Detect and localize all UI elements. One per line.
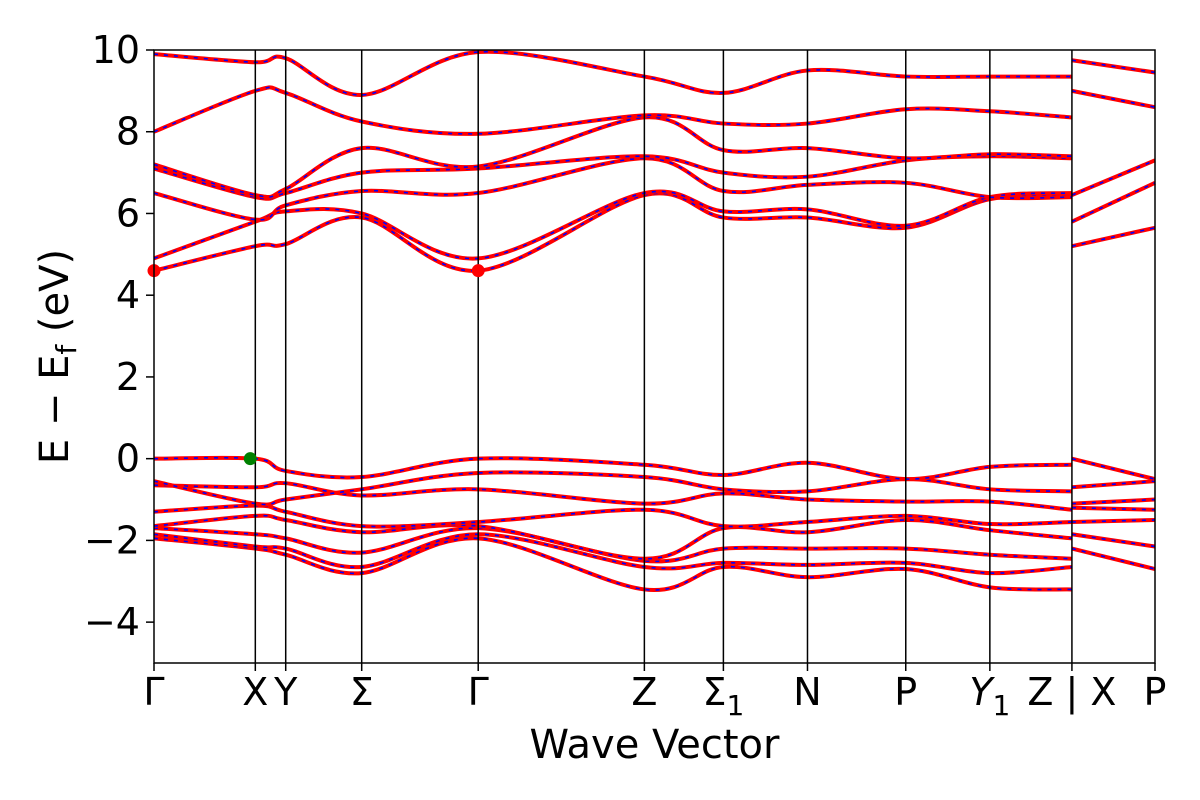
extrema-markers [147,264,485,466]
band-line-s0-3 [153,513,1073,561]
x-tick-label-3: Σ [350,670,374,714]
y-axis-label-main: E − E [32,355,78,465]
x-axis-label: Wave Vector [530,722,781,768]
y-tick-label-1: −2 [84,518,140,562]
x-tick-label-10: Z | X [1027,670,1116,715]
x-tick-label-11: P [1144,670,1167,714]
band-overlay-s0-5 [153,482,1072,511]
band-overlay-s1-11 [1071,59,1156,74]
x-tick-label-4: Γ [468,670,489,714]
band-overlay-s1-0 [1071,547,1156,570]
y-axis-ticks: −4 −2 0 2 4 6 8 10 [84,28,154,644]
y-tick-label-7: 10 [92,28,140,72]
band-overlay-s1-6 [1071,457,1156,480]
x-tick-label-2: Y [273,670,298,714]
band-line-s1-9 [1071,158,1156,197]
band-overlay-s1-3 [1071,506,1156,511]
band-line-s0-5 [153,480,1073,512]
band-overlay-s0-9 [153,190,1072,260]
band-overlay-s0-3 [153,514,1072,560]
cbm-marker-1 [471,264,485,278]
band-line-s0-14 [153,49,1072,97]
x-tick-label-9: Y1 [969,670,1010,722]
x-tick-label-8: P [894,670,917,714]
x-tick-label-0: Γ [143,670,164,714]
band-overlay-s0-10 [153,157,1072,221]
band-overlay-s0-14 [153,50,1072,96]
band-overlay-s1-4 [1071,498,1156,505]
y-axis-label-unit: (eV) [32,249,78,345]
x-axis-ticks: Γ X Y Σ Γ Z Σ1 N P Y1 Z | X P [143,663,1166,722]
y-axis-label: E − Ef (eV) [32,249,83,464]
band-overlay-s0-7 [153,456,1072,480]
band-overlay-s0-6 [153,471,1072,506]
y-tick-label-6: 8 [116,110,140,154]
band-overlay-s1-1 [1071,533,1156,548]
y-axis-label-sub: f [50,344,83,355]
band-overlay-s1-5 [1071,480,1156,489]
y-tick-label-4: 4 [116,273,140,317]
band-line-s1-8 [1071,181,1156,224]
y-tick-label-5: 6 [116,191,140,235]
band-overlay-s0-2 [153,527,1072,563]
band-overlay-s1-7 [1071,226,1156,247]
band-overlay-s0-12 [153,116,1072,198]
high-symmetry-lines [254,50,1073,663]
band-overlay-s0-1 [153,533,1072,574]
x-tick-label-5: Z [631,670,657,714]
vbm-marker-2 [243,452,257,466]
y-tick-label-3: 2 [116,355,140,399]
band-overlay-s1-10 [1071,90,1156,108]
x-tick-label-1: X [242,670,268,714]
bands-layer [153,49,1156,593]
x-tick-label-7: N [793,670,821,714]
band-line-s0-9 [153,189,1073,261]
y-tick-label-0: −4 [84,600,140,644]
band-overlay-s0-8 [153,192,1072,272]
y-tick-label-2: 0 [116,437,140,481]
x-tick-label-6: Σ1 [702,670,744,722]
band-overlay-s0-13 [153,86,1072,135]
plot-frame [153,49,1156,664]
band-overlay-s1-2 [1071,519,1156,523]
band-overlay-s0-0 [153,537,1072,591]
band-line-s0-13 [153,85,1073,136]
